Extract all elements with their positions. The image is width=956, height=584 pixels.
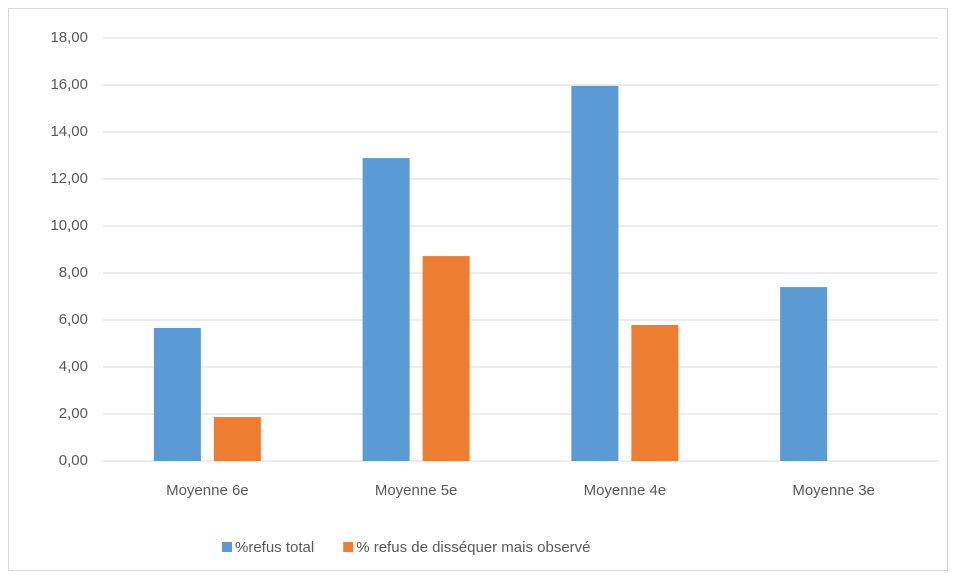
y-tick-label: 12,00 bbox=[50, 170, 88, 187]
y-tick-label: 14,00 bbox=[50, 123, 88, 140]
y-tick-label: 8,00 bbox=[59, 264, 88, 281]
bar bbox=[631, 324, 679, 461]
y-tick-label: 0,00 bbox=[59, 452, 88, 469]
legend-label: %refus total bbox=[235, 539, 314, 556]
bar bbox=[213, 417, 261, 461]
y-tick-label: 16,00 bbox=[50, 76, 88, 93]
y-tick-label: 10,00 bbox=[50, 217, 88, 234]
bar bbox=[422, 256, 470, 461]
legend-swatch bbox=[343, 542, 354, 552]
x-tick-label: Moyenne 5e bbox=[375, 482, 458, 499]
y-tick-label: 4,00 bbox=[59, 358, 88, 375]
bar bbox=[362, 158, 410, 461]
legend-swatch bbox=[222, 542, 232, 552]
y-tick-label: 18,00 bbox=[50, 29, 88, 46]
legend-label: % refus de disséquer mais observé bbox=[356, 539, 590, 556]
x-tick-label: Moyenne 6e bbox=[166, 482, 249, 499]
y-tick-label: 6,00 bbox=[59, 311, 88, 328]
x-tick-label: Moyenne 3e bbox=[792, 482, 875, 499]
x-tick-label: Moyenne 4e bbox=[584, 482, 667, 499]
bar bbox=[153, 327, 201, 461]
y-tick-label: 2,00 bbox=[59, 405, 88, 422]
bar bbox=[780, 287, 828, 461]
bar bbox=[571, 85, 619, 461]
